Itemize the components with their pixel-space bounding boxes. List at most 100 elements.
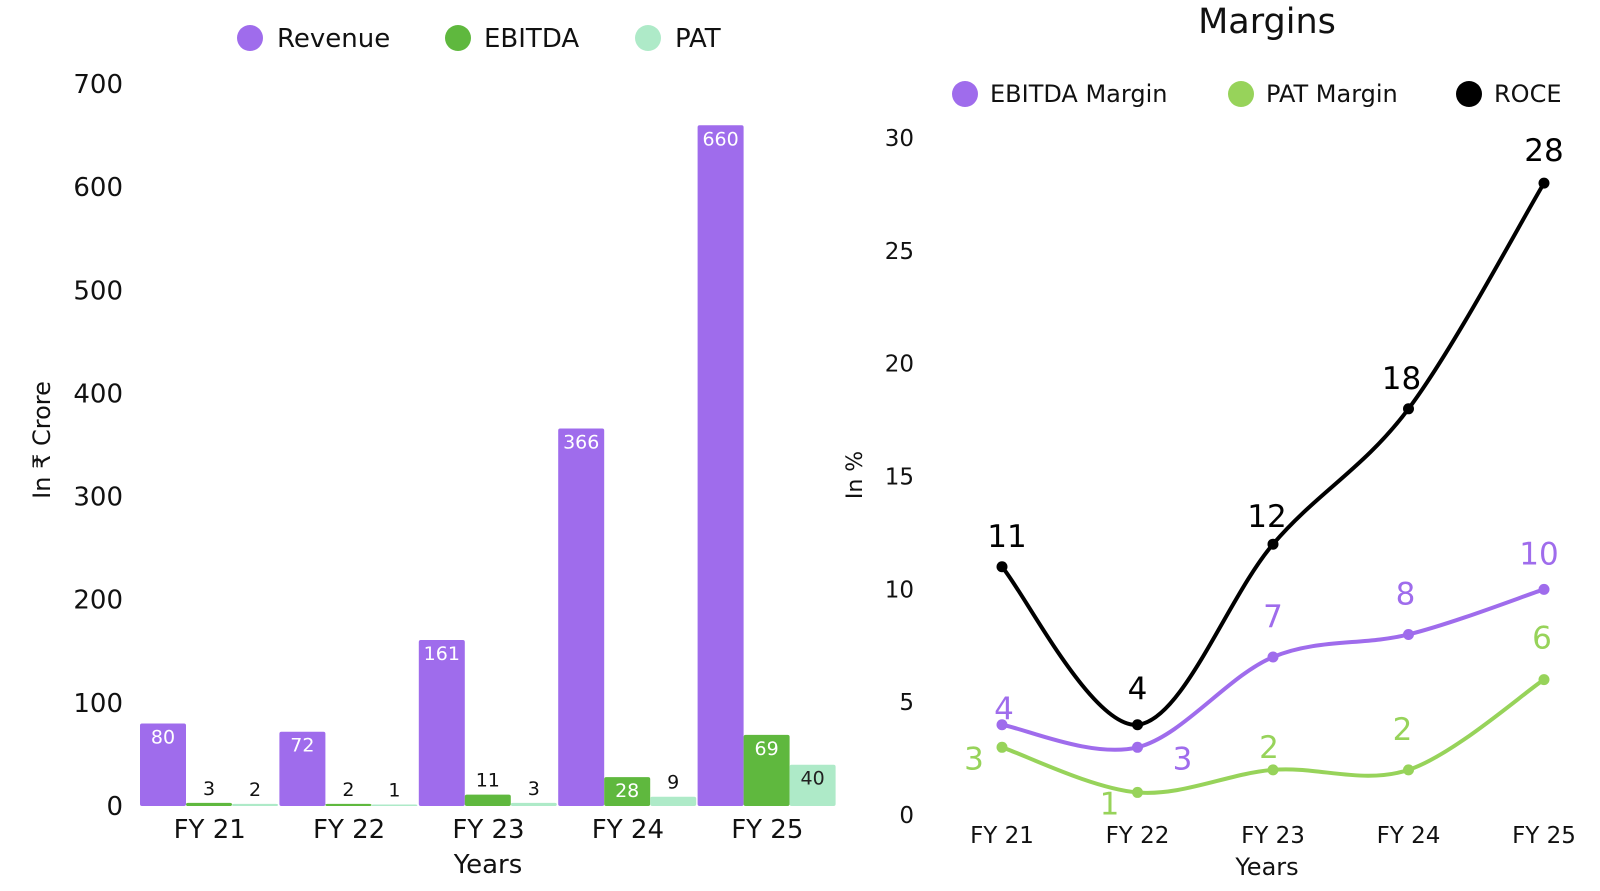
bar-revenue-fy24 [558,428,605,806]
point-pat-margin-fy24 [1403,764,1414,776]
margins-x-tick-label: FY 21 [970,823,1034,849]
legend-pat-margin-label: PAT Margin [1266,80,1398,108]
bar-pat-fy24 [650,796,697,806]
bar-y-axis-title: In ₹ Crore [28,381,56,499]
legend-ebitda-marker [445,25,471,51]
legend-pat-marker [635,25,661,51]
bar-value-label: 69 [755,738,779,760]
point-label-ebitda-margin: 4 [994,692,1014,728]
bar-y-tick-label: 100 [73,689,123,719]
bar-revenue-fy25 [697,125,744,806]
bar-value-label: 28 [615,780,639,802]
margins-chart: Margins EBITDA Margin PAT Margin ROCE 0 5… [843,2,1576,881]
bar-value-label: 2 [342,779,354,801]
point-label-ebitda-margin: 3 [1173,741,1193,777]
point-label-roce: 28 [1524,133,1563,169]
margins-x-tick-label: FY 23 [1241,823,1305,849]
legend-pat-margin-marker [1228,81,1254,107]
bar-value-label: 3 [203,778,215,800]
point-label-pat-margin: 6 [1532,621,1552,657]
point-label-ebitda-margin: 10 [1519,536,1558,572]
point-ebitda-margin-fy21 [996,719,1008,731]
bar-y-tick-label: 400 [73,379,123,409]
bar-x-tick-label: FY 25 [731,815,803,845]
bar-revenue-fy23 [418,639,465,806]
bar-value-label: 1 [388,780,400,802]
bar-chart-legend: Revenue EBITDA PAT [237,24,721,54]
margins-x-tick-label: FY 22 [1106,823,1170,849]
bar-value-label: 660 [702,128,738,150]
margins-x-tick-label: FY 24 [1377,823,1441,849]
bar-y-tick-label: 0 [106,792,123,822]
bar-ebitda-fy22 [325,803,372,806]
point-label-roce: 18 [1382,361,1421,397]
margins-chart-title: Margins [1198,2,1336,42]
bar-revenue-fy22 [279,731,326,806]
margins-y-tick-label: 0 [899,803,914,829]
point-pat-margin-fy23 [1267,764,1279,776]
point-label-pat-margin: 3 [964,741,984,777]
bar-value-label: 72 [290,735,314,757]
margins-x-axis-title: Years [1234,853,1298,881]
legend-roce-marker [1456,81,1482,107]
point-label-pat-margin: 2 [1393,712,1413,748]
bar-ebitda-fy24 [604,777,651,806]
point-roce-fy21 [996,561,1008,573]
bar-value-label: 40 [801,768,825,790]
line-roce [1000,181,1546,727]
point-label-roce: 12 [1247,499,1286,535]
point-roce-fy23 [1267,538,1279,550]
bar-value-label: 2 [249,779,261,801]
point-label-pat-margin: 2 [1259,730,1279,766]
bar-ebitda-fy23 [464,794,511,806]
point-label-ebitda-margin: 8 [1396,576,1416,612]
bar-y-tick-label: 500 [73,276,123,306]
bar-x-tick-label: FY 24 [592,815,664,845]
bar-y-tick-label: 300 [73,483,123,513]
margins-legend: EBITDA Margin PAT Margin ROCE [952,80,1562,108]
bar-ebitda-fy25 [743,734,790,806]
bar-y-tick-label: 600 [73,173,123,203]
bar-marks: 80 3 2 72 2 1 161 11 3 366 28 9 660 69 40 [140,125,836,806]
point-ebitda-margin-fy24 [1403,628,1414,640]
bar-value-label: 366 [563,431,599,453]
margins-y-tick-label: 5 [899,690,914,716]
margins-y-axis-title: In % [843,451,868,499]
bar-pat-fy22 [371,804,418,806]
bar-x-axis-ticks: FY 21 FY 22 FY 23 FY 24 FY 25 [174,815,804,845]
margins-y-tick-label: 15 [885,465,914,491]
point-pat-margin-fy22 [1132,786,1143,798]
bar-revenue-fy21 [140,723,186,806]
bar-y-tick-label: 700 [73,70,123,100]
point-roce-fy24 [1403,403,1414,415]
point-ebitda-margin-fy22 [1132,741,1143,753]
margins-y-tick-label: 20 [885,352,914,378]
bar-value-label: 161 [424,643,460,665]
bar-x-axis-title: Years [453,850,523,880]
margins-y-tick-label: 25 [885,239,914,265]
bar-pat-fy23 [510,802,557,806]
point-pat-margin-fy21 [996,741,1008,753]
bar-y-tick-label: 200 [73,586,123,616]
point-pat-margin-fy25 [1538,674,1550,686]
margins-y-tick-label: 30 [885,126,914,152]
point-label-roce: 4 [1128,672,1148,708]
bar-value-label: 9 [667,772,679,794]
margins-y-tick-label: 10 [885,577,914,603]
bar-value-label: 80 [151,726,175,748]
bar-value-label: 3 [528,778,540,800]
point-label-ebitda-margin: 7 [1263,599,1283,635]
bar-value-label: 11 [476,770,500,792]
legend-ebitda-margin-marker [952,81,978,107]
margins-y-axis-ticks: 0 5 10 15 20 25 30 [885,126,914,829]
legend-pat-label: PAT [675,24,721,54]
margins-x-tick-label: FY 25 [1512,823,1576,849]
point-roce-fy22 [1132,719,1143,731]
point-ebitda-margin-fy23 [1267,651,1279,663]
point-label-pat-margin: 1 [1100,786,1120,822]
bar-ebitda-fy21 [186,802,232,806]
margins-x-axis-ticks: FY 21 FY 22 FY 23 FY 24 FY 25 [970,823,1576,849]
point-label-roce: 11 [987,519,1026,555]
